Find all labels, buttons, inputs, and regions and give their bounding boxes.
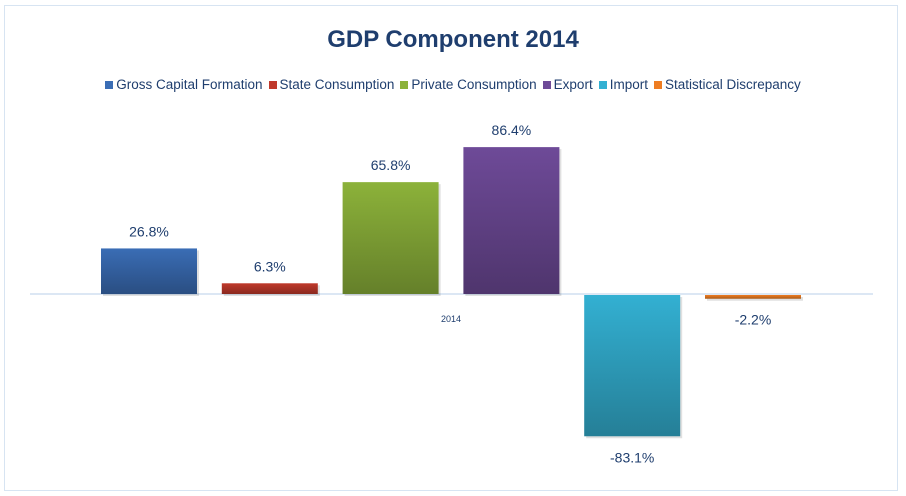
legend-swatch <box>653 81 662 89</box>
bar-import <box>584 295 681 437</box>
legend-item: Statistical Discrepancy <box>653 77 801 92</box>
data-label: 26.8% <box>129 223 169 239</box>
legend-item: Private Consumption <box>400 77 537 92</box>
bar-gross-capital-formation <box>101 248 197 294</box>
x-tick-label: 2014 <box>441 314 461 324</box>
bar-private-consumption <box>342 182 439 294</box>
legend-label: Statistical Discrepancy <box>664 77 801 92</box>
legend-label: Export <box>553 77 593 92</box>
data-label: 86.4% <box>492 122 532 138</box>
legend: Gross Capital Formation State Consumption… <box>0 77 906 92</box>
legend-swatch <box>400 81 409 89</box>
legend-swatch <box>598 81 607 89</box>
data-label: -2.2% <box>735 312 772 328</box>
legend-item: State Consumption <box>268 77 395 92</box>
legend-item: Gross Capital Formation <box>105 77 263 92</box>
bar-export <box>463 147 560 294</box>
legend-swatch <box>542 81 551 89</box>
bar-state-consumption <box>221 283 318 294</box>
legend-label: State Consumption <box>279 77 395 92</box>
bar-statistical-discrepancy <box>705 295 801 299</box>
legend-item: Export <box>542 77 593 92</box>
legend-swatch <box>105 81 114 89</box>
bar-shadow <box>707 297 803 301</box>
data-label: 6.3% <box>254 258 286 274</box>
data-label: -83.1% <box>610 449 654 465</box>
legend-label: Import <box>609 77 648 92</box>
chart-frame <box>4 5 898 491</box>
data-label: 65.8% <box>371 157 411 173</box>
legend-label: Gross Capital Formation <box>116 77 263 92</box>
chart-title: GDP Component 2014 <box>327 26 579 53</box>
legend-swatch <box>268 81 277 89</box>
legend-item: Import <box>598 77 648 92</box>
legend-label: Private Consumption <box>411 77 537 92</box>
